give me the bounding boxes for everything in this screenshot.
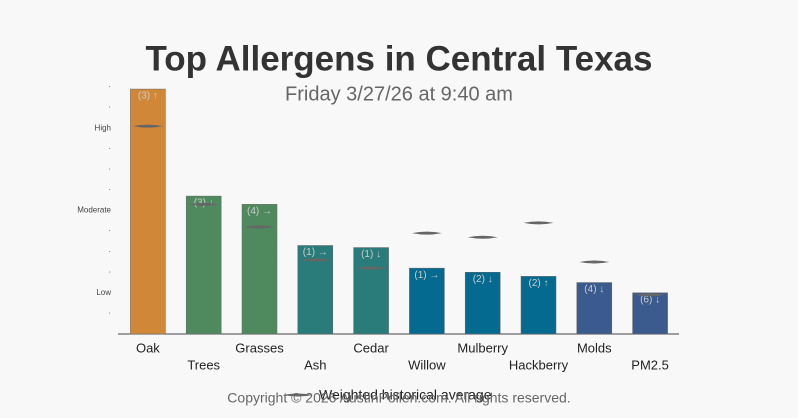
y-tick-label: · [108,247,111,256]
bar [520,276,557,335]
legend-marker [283,393,313,397]
average-marker [411,231,442,235]
bar [632,292,668,335]
x-tick-label: Oak [136,340,160,355]
bar-annotation: (1) ↓ [361,249,381,260]
x-tick-label: Cedar [353,340,389,355]
x-tick-label: Molds [577,340,612,355]
average-marker [467,235,498,239]
x-tick-label: Willow [408,357,446,372]
y-tick-label: Low [96,288,111,297]
x-tick-label: Hackberry [509,357,569,372]
bar-annotation: (4) → [247,206,272,217]
bar [130,88,166,335]
y-tick-label: Moderate [77,206,111,215]
x-tick-label: Mulberry [457,340,508,355]
y-tick-label: · [108,164,111,173]
x-tick-label: Grasses [235,340,284,355]
average-marker [300,258,331,262]
x-tick-label: Trees [187,357,220,372]
y-tick-label: · [108,185,111,194]
average-marker [635,293,666,297]
average-marker [188,202,219,206]
bar [464,272,501,335]
bar [409,267,445,335]
x-tick-label: PM2.5 [631,357,669,372]
average-marker [356,266,387,270]
chart-subtitle: Friday 3/27/26 at 9:40 am [285,83,513,105]
legend-label: Weighted historical average [319,387,492,403]
x-tick-label: Ash [304,357,326,372]
bar-annotation: (4) ↓ [584,284,604,295]
chart-title: Top Allergens in Central Texas [146,39,653,78]
average-marker [579,260,610,264]
bar-annotation: (6) ↓ [640,294,660,305]
bar [185,195,222,335]
bar-annotation: (3) ↑ [138,91,158,102]
bar [241,204,278,335]
y-tick-label: · [108,82,111,91]
footer: Copyright © 2026 AustinPollen.com. All r… [227,390,570,406]
bar-annotation: (2) ↑ [529,278,549,289]
average-marker [244,225,275,229]
bar-annotation: (1) → [414,270,439,281]
bar-annotation: (2) ↓ [473,274,493,285]
y-tick-label: · [108,267,111,276]
average-marker [132,124,163,128]
bar [353,247,389,335]
y-tick-label: · [108,309,111,318]
y-tick-label: · [108,226,111,235]
bar-annotation: (1) → [303,247,328,258]
average-marker [523,221,554,225]
bar [576,282,613,335]
y-tick-label: High [95,123,111,132]
y-tick-label: · [108,103,111,112]
y-tick-label: · [108,144,111,153]
